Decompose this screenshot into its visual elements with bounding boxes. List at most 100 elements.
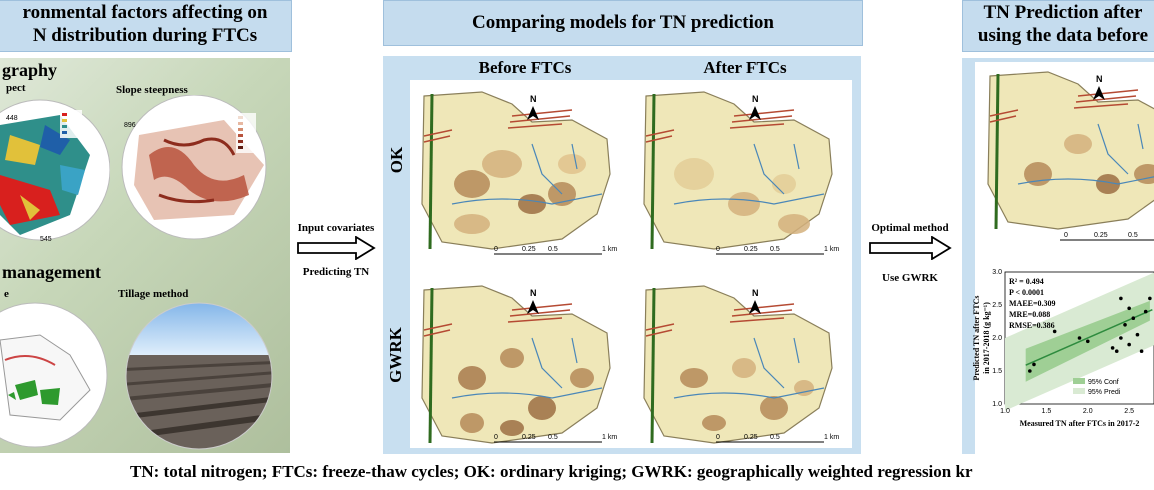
scale-tick: 1 km <box>602 434 617 441</box>
x-axis-label: Measured TN after FTCs in 2017-2 <box>1020 419 1140 428</box>
y-axis-label-2: in 2017-2018 (g kg⁻¹) <box>982 302 991 374</box>
x-tick-label: 2.5 <box>1124 408 1134 415</box>
y-tick-label: 2.0 <box>992 335 1002 342</box>
row-label-ok: OK <box>387 146 406 174</box>
landuse-label: e <box>4 288 9 300</box>
data-point <box>1127 306 1131 311</box>
north-label: N <box>530 94 537 104</box>
data-point <box>1127 342 1131 347</box>
north-label: N <box>752 288 759 298</box>
aspect-label: pect <box>6 82 26 94</box>
arrow2-bottom-label: Use GWRK <box>882 272 938 284</box>
y-tick-label: 1.0 <box>992 401 1002 408</box>
scale-tick: 0 <box>1064 232 1068 239</box>
left-title: ronmental factors affecting on N distrib… <box>0 0 292 52</box>
map-road-line <box>650 93 656 250</box>
map-terrace-lines <box>507 303 573 323</box>
map-terrace-lines-left <box>423 323 453 337</box>
legend-conf-swatch <box>1073 378 1085 384</box>
col-header-after: After FTCs <box>703 58 787 77</box>
row-label-gwrk: GWRK <box>386 327 405 383</box>
scatter-plot: 3.0 2.5 2.0 1.5 1.01.0 1.5 2.0 2.5 R² = 0.494 P <… <box>972 269 1154 428</box>
legend-pred-label: 95% Predi <box>1088 389 1121 396</box>
map-terrace-lines-left <box>645 129 675 143</box>
map-stream <box>451 143 603 205</box>
map-concentration-zone <box>760 396 788 420</box>
map-concentration-zone <box>778 214 810 234</box>
map-stream <box>673 337 825 399</box>
aspect-map: 448 545 <box>0 99 110 243</box>
map-ok-after: N 0 0.25 0.5 1 km <box>643 91 839 255</box>
scale-tick: 0 <box>494 246 498 253</box>
map-concentration-zone <box>528 396 556 420</box>
scale-tick: 0.25 <box>744 246 758 253</box>
map-gwrk-after: N 0 0.25 0.5 1 km <box>643 285 839 444</box>
map-concentration-zone <box>1096 174 1120 194</box>
map-gwrk-prediction: N 0 0.25 0.5 <box>987 71 1154 241</box>
map-road-line <box>428 287 434 444</box>
north-label: N <box>752 94 759 104</box>
map-concentration-zone <box>454 170 490 198</box>
data-point <box>1119 336 1123 340</box>
map-concentration-zone <box>674 158 714 190</box>
north-label: N <box>530 288 537 298</box>
stat-label: MRE=0.088 <box>1009 310 1050 319</box>
map-concentration-zone <box>458 366 486 390</box>
aspect-axis-1: 448 <box>6 115 18 122</box>
scale-tick: 1 km <box>824 246 839 253</box>
x-tick-label: 2.0 <box>1083 408 1093 415</box>
slope-map: 896 <box>121 95 267 240</box>
scale-tick: 0.25 <box>522 434 536 441</box>
map-concentration-zone <box>482 150 522 178</box>
scale-tick: 0.5 <box>770 246 780 253</box>
map-stream <box>1017 123 1154 185</box>
right-title-line1: TN Prediction after <box>983 2 1143 23</box>
landuse-map <box>0 302 108 448</box>
north-arrow-icon <box>1093 86 1105 100</box>
map-terrace-lines <box>507 109 573 129</box>
legend-pred-swatch <box>1073 388 1085 394</box>
map-concentration-zone <box>702 415 726 431</box>
y-tick-label: 3.0 <box>992 269 1002 276</box>
north-arrow-icon <box>527 106 539 120</box>
stat-label: R² = 0.494 <box>1009 277 1044 286</box>
scale-tick: 0.5 <box>548 434 558 441</box>
scale-tick: 0.25 <box>744 434 758 441</box>
tillage-photo <box>125 302 273 450</box>
x-tick-label: 1.5 <box>1042 408 1052 415</box>
slope-label: Slope steepness <box>116 84 188 96</box>
fit-line <box>1025 308 1153 366</box>
map-terrace-lines-left <box>423 129 453 143</box>
scale-tick: 0 <box>494 434 498 441</box>
arrow1-bottom-label: Predicting TN <box>302 266 370 278</box>
scale-tick: 1 km <box>602 246 617 253</box>
map-concentration-zone <box>772 174 796 194</box>
col-header-before: Before FTCs <box>478 58 572 77</box>
stat-label: MAEE=0.309 <box>1009 299 1056 308</box>
x-tick-label: 1.0 <box>1000 408 1010 415</box>
map-stream <box>451 337 603 399</box>
map-concentration-zone <box>728 192 760 216</box>
map-concentration-zone <box>460 413 484 433</box>
slope-tick: 896 <box>124 122 136 129</box>
map-terrace-lines-left <box>989 109 1019 123</box>
data-point <box>1052 329 1057 334</box>
scale-tick: 0 <box>716 434 720 441</box>
map-concentration-zone <box>500 348 524 368</box>
scale-tick: 0.5 <box>770 434 780 441</box>
arrow2-icon <box>869 236 952 260</box>
scale-tick: 0.5 <box>548 246 558 253</box>
data-point <box>1135 332 1140 337</box>
scale-tick: 0.5 <box>1128 232 1138 239</box>
left-title-line1: ronmental factors affecting on <box>22 2 268 23</box>
data-point <box>1148 296 1152 301</box>
scale-tick: 0.25 <box>1094 232 1108 239</box>
y-axis-label: Predicted TN after FTCs <box>972 295 981 380</box>
data-point <box>1028 369 1032 373</box>
map-gwrk-before: N 0 0.25 0.5 1 km <box>421 285 617 444</box>
stat-label: RMSE=0.386 <box>1009 321 1055 330</box>
map-concentration-zone <box>518 194 546 214</box>
middle-title: Comparing models for TN prediction <box>383 0 863 46</box>
legend-conf-label: 95% Conf <box>1088 379 1119 386</box>
north-label: N <box>1096 74 1103 84</box>
